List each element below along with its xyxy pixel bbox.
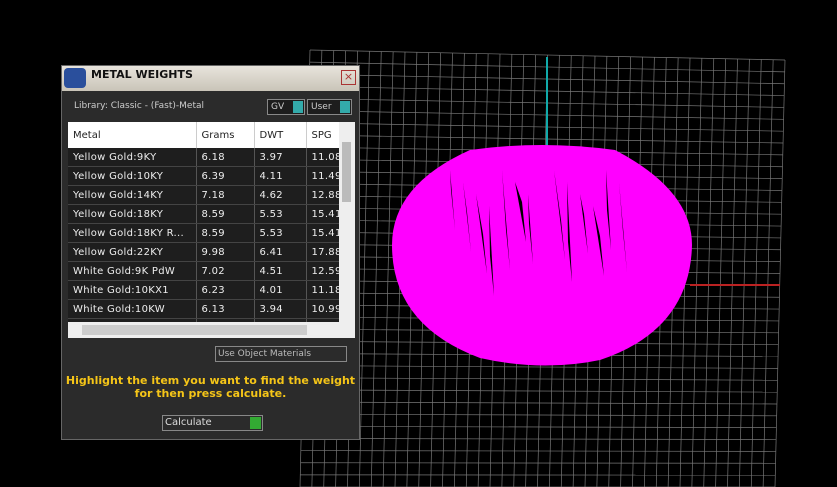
mesh-gap xyxy=(502,170,510,270)
mesh-gap xyxy=(567,182,572,282)
grid-line xyxy=(302,389,778,393)
cell: 11.08 xyxy=(306,148,340,167)
mesh-gap xyxy=(463,182,471,252)
grid-line xyxy=(300,450,776,452)
user-toggle[interactable]: User xyxy=(307,99,352,115)
grid-line xyxy=(301,438,777,440)
grid-line xyxy=(309,49,786,61)
cell: 9.98 xyxy=(196,242,255,262)
cell: 15.41 xyxy=(306,223,340,243)
table-row[interactable]: White Gold:9K PdW 7.02 4.51 12.59 xyxy=(68,261,340,281)
cell: 3.97 xyxy=(254,148,307,167)
cell: 7.02 xyxy=(196,261,255,281)
vertical-scrollbar[interactable] xyxy=(339,122,355,322)
column-header[interactable]: Grams xyxy=(196,122,255,148)
table-row[interactable]: Yellow Gold:9KY 6.18 3.97 11.08 xyxy=(68,148,340,167)
model xyxy=(392,145,692,366)
cell: 3.94 xyxy=(254,299,307,319)
metal-table: Metal Grams DWT SPG Yellow Gold:9KY 6.18 3.97 1… xyxy=(68,122,355,338)
library-label: Library: Classic - (Fast)-Metal xyxy=(74,101,205,111)
mesh-gap xyxy=(606,170,611,250)
button-label: Use Object Materials xyxy=(218,349,312,359)
horizontal-scrollbar[interactable] xyxy=(68,322,355,338)
grid-line xyxy=(308,134,784,144)
cell: White Gold:10KW xyxy=(68,299,197,319)
table-row[interactable]: Yellow Gold:18KY 8.59 5.53 15.41 xyxy=(68,204,340,224)
cell: 7.18 xyxy=(196,185,255,205)
cell: 12.88 xyxy=(306,185,340,205)
cell: 5.53 xyxy=(254,223,307,243)
instruction-line: for then press calculate. xyxy=(134,387,287,400)
cell: 12.59 xyxy=(306,261,340,281)
button-label: Calculate xyxy=(165,417,212,428)
toggle-label: GV xyxy=(271,102,285,112)
metal-weights-dialog: METAL WEIGHTS × Library: Classic - (Fast)… xyxy=(61,65,360,440)
grid-line xyxy=(302,377,778,381)
mesh-gap xyxy=(450,170,455,230)
table-row[interactable]: Yellow Gold:10KY 6.39 4.11 11.49 xyxy=(68,166,340,186)
cell: 15.41 xyxy=(306,204,340,224)
cell: Yellow Gold:22KY xyxy=(68,242,197,262)
cell: 6.13 xyxy=(196,299,255,319)
grid-line xyxy=(301,425,777,429)
grid-line xyxy=(302,365,778,369)
cell: 8.59 xyxy=(196,223,255,243)
cell: 11.18 xyxy=(306,280,340,300)
cell: 6.23 xyxy=(196,280,255,300)
table-row[interactable]: Yellow Gold:14KY 7.18 4.62 12.88 xyxy=(68,185,340,205)
mesh-gap xyxy=(580,194,588,254)
instruction-line: Highlight the item you want to find the … xyxy=(65,374,356,387)
column-header[interactable]: Metal xyxy=(68,122,197,148)
mesh-gap xyxy=(489,206,494,296)
column-header[interactable]: DWT xyxy=(254,122,307,148)
cell: White Gold:9K PdW xyxy=(68,261,197,281)
cell: 10.99 xyxy=(306,299,340,319)
mesh-gap xyxy=(476,194,487,274)
title-bar: METAL WEIGHTS × xyxy=(62,66,359,91)
gv-toggle[interactable]: GV xyxy=(267,99,305,115)
mesh-gap xyxy=(593,206,604,276)
table-row[interactable]: White Gold:10KX1 6.23 4.01 11.18 xyxy=(68,280,340,300)
mesh-gap xyxy=(554,170,565,260)
cell: 11.49 xyxy=(306,166,340,186)
cell: 8.59 xyxy=(196,204,255,224)
cell: Yellow Gold:18KY xyxy=(68,204,197,224)
calculate-button[interactable]: Calculate xyxy=(162,415,263,431)
grid-line xyxy=(308,122,784,132)
close-button[interactable]: × xyxy=(341,70,356,85)
instruction: Highlight the item you want to find the … xyxy=(62,374,359,400)
table-row[interactable]: Yellow Gold:22KY 9.98 6.41 17.88 xyxy=(68,242,340,262)
dialog-title: METAL WEIGHTS xyxy=(91,68,193,81)
mesh-gap xyxy=(619,182,627,272)
cell: Yellow Gold:9KY xyxy=(68,148,197,167)
cell: 4.11 xyxy=(254,166,307,186)
cell: 6.41 xyxy=(254,242,307,262)
table-row[interactable]: White Gold:10KW 6.13 3.94 10.99 xyxy=(68,299,340,319)
cell: 6.18 xyxy=(196,148,255,167)
cell: 6.39 xyxy=(196,166,255,186)
toggle-label: User xyxy=(311,102,332,112)
cell: 4.62 xyxy=(254,185,307,205)
cell: Yellow Gold:10KY xyxy=(68,166,197,186)
mesh-gap xyxy=(515,182,526,242)
cell: 17.88 xyxy=(306,242,340,262)
mesh-gap xyxy=(528,194,533,264)
table-row[interactable]: Yellow Gold:18KY R... 8.59 5.53 15.41 xyxy=(68,223,340,243)
cell: 4.01 xyxy=(254,280,307,300)
column-header[interactable]: SPG xyxy=(306,122,340,148)
use-object-materials-button[interactable]: Use Object Materials xyxy=(215,346,347,362)
cell: 4.51 xyxy=(254,261,307,281)
cell: Yellow Gold:14KY xyxy=(68,185,197,205)
cell: 5.53 xyxy=(254,204,307,224)
cell: Yellow Gold:18KY R... xyxy=(68,223,197,243)
grid-line xyxy=(301,401,777,405)
app-icon xyxy=(64,68,86,88)
mesh-gap xyxy=(541,206,549,286)
grid-line xyxy=(300,462,776,464)
cell: White Gold:10KX1 xyxy=(68,280,197,300)
grid-line xyxy=(301,413,777,417)
